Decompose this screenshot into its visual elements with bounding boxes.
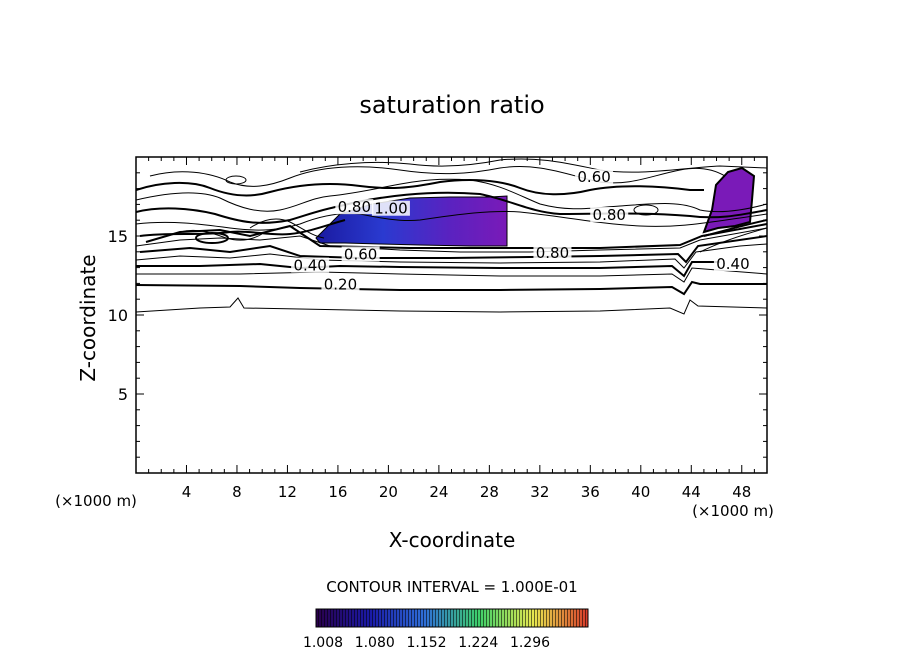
x-tick-label: 48 xyxy=(732,483,751,501)
x-tick-label: 24 xyxy=(429,483,448,501)
x-tick-label: 16 xyxy=(328,483,347,501)
colorbar-frame xyxy=(315,608,589,628)
colorbar-tick-label: 1.224 xyxy=(458,635,498,651)
x-tick-label: 32 xyxy=(530,483,549,501)
contour-label: 1.00 xyxy=(374,200,407,218)
contour-label-bg xyxy=(713,256,752,272)
contour-label-bg xyxy=(341,246,380,262)
contour-small-loop-1 xyxy=(195,232,229,244)
contour-line-upper-11 xyxy=(699,227,767,253)
x-tick-label: 8 xyxy=(232,483,242,501)
colorbar-tick-label: 1.296 xyxy=(510,635,550,651)
y-tick-label: 5 xyxy=(118,385,128,404)
chart-title: saturation ratio xyxy=(359,91,544,119)
contour-line-upper-2 xyxy=(136,191,767,224)
contour-label-bg xyxy=(335,199,374,215)
contour-label: 0.40 xyxy=(293,257,326,275)
colorbar-tick-label: 1.080 xyxy=(355,635,395,651)
x-tick-label: 44 xyxy=(682,483,701,501)
contour-line-040 xyxy=(136,261,720,278)
x-unit-label-left: (×1000 m) xyxy=(55,492,137,510)
x-tick-label: 40 xyxy=(631,483,650,501)
contour-label-bg xyxy=(575,169,614,185)
contour-label: 0.80 xyxy=(536,244,569,262)
y-axis-ticks: 5 10 15 xyxy=(108,172,767,458)
contour-label-bg xyxy=(291,257,330,273)
x-axis-ticks: 4 8 12 16 20 24 28 32 36 40 44 48 xyxy=(148,157,755,501)
colorbar-tick-label: 1.008 xyxy=(303,635,343,651)
colorbar-tick-label: 1.152 xyxy=(406,635,446,651)
contour-line-050 xyxy=(136,243,767,269)
y-tick-label: 10 xyxy=(108,306,128,325)
contour-label-bg xyxy=(590,207,629,223)
contour-line-060 xyxy=(139,235,767,264)
colorbar-ticks: 1.008 1.080 1.152 1.224 1.296 xyxy=(303,635,550,651)
contour-field xyxy=(136,158,767,315)
x-tick-label: 4 xyxy=(182,483,192,501)
contour-line-upper-10 xyxy=(703,219,767,237)
contour-line-upper-1 xyxy=(136,178,767,213)
x-tick-label: 20 xyxy=(379,483,398,501)
contour-line-upper-4 xyxy=(139,219,346,237)
contour-label: 0.60 xyxy=(344,246,377,264)
contour-line-upper-6 xyxy=(136,179,704,197)
contour-label: 0.20 xyxy=(324,276,357,294)
contour-label: 0.80 xyxy=(338,198,371,216)
y-axis-title: Z-coordinate xyxy=(76,254,100,381)
supersaturation-region-right xyxy=(702,166,756,234)
contour-label-bg xyxy=(371,200,410,216)
contour-small-loop-3 xyxy=(633,204,659,216)
x-tick-label: 28 xyxy=(480,483,499,501)
contour-label-bg xyxy=(533,244,572,260)
contour-line-upper-3 xyxy=(136,210,767,231)
y-tick-label: 15 xyxy=(108,227,128,246)
colorbar: 1.008 1.080 1.152 1.224 1.296 xyxy=(303,608,589,651)
contour-interval-text: CONTOUR INTERVAL = 1.000E-01 xyxy=(326,578,577,596)
contour-label: 0.80 xyxy=(593,206,626,224)
x-tick-label: 12 xyxy=(278,483,297,501)
contour-label: 0.60 xyxy=(577,168,610,186)
colorbar-stripes xyxy=(316,609,588,627)
contour-line-upper-7 xyxy=(299,158,767,173)
x-axis-title: X-coordinate xyxy=(389,528,516,552)
contour-label-bg xyxy=(321,276,360,292)
contour-line-010 xyxy=(136,297,767,315)
contour-line-020 xyxy=(136,280,767,296)
x-tick-label: 36 xyxy=(581,483,600,501)
contour-label: 0.40 xyxy=(716,255,749,273)
contour-line-030 xyxy=(136,267,767,283)
contour-line-upper-8 xyxy=(179,229,263,241)
contour-line-upper-9 xyxy=(249,218,325,239)
contour-line-070 xyxy=(136,227,767,253)
contour-labels: 0.200.400.60 0.800.400.800.600.80 1.00 xyxy=(291,168,752,294)
contour-small-loop-2 xyxy=(225,175,247,185)
x-unit-label-right: (×1000 m) xyxy=(692,502,774,520)
